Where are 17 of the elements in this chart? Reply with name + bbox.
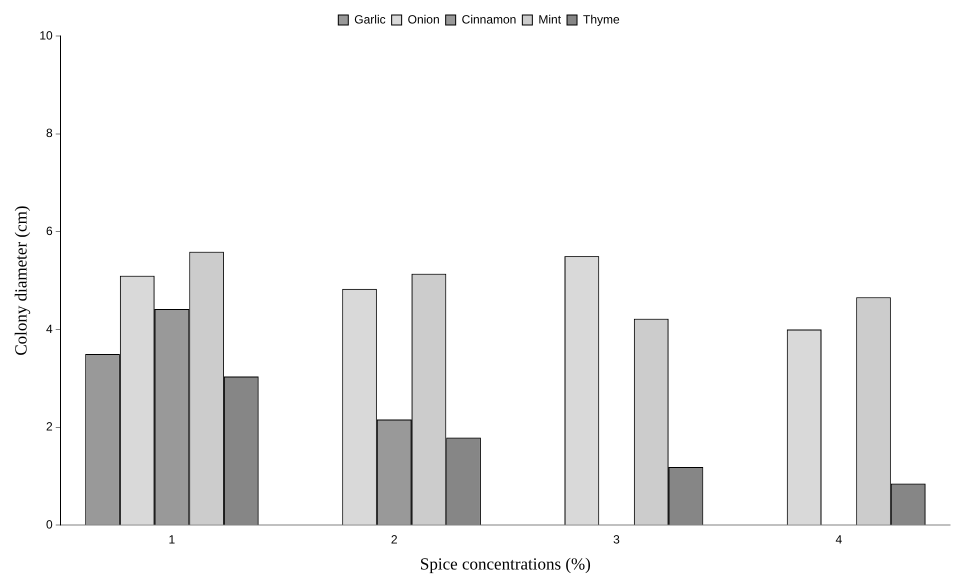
- y-tick-label: 2: [46, 420, 54, 434]
- y-tick-label: 8: [46, 126, 54, 140]
- x-tick-label: 2: [390, 532, 398, 547]
- legend-label: Onion: [408, 12, 440, 26]
- legend-label: Thyme: [583, 12, 620, 26]
- y-axis-title: Colony diameter (cm): [12, 206, 31, 356]
- x-tick-label: 1: [168, 532, 176, 547]
- x-tick-label: 4: [836, 532, 842, 547]
- legend-label: Cinnamon: [462, 12, 516, 26]
- legend-label: Mint: [538, 12, 562, 26]
- y-tick-label: 10: [39, 28, 54, 42]
- x-axis-title: Spice concentrations (%): [420, 554, 591, 574]
- legend-label: Garlic: [354, 12, 386, 26]
- x-tick-label: 3: [613, 532, 620, 547]
- y-tick-label: 0: [46, 518, 54, 532]
- y-tick-label: 4: [46, 322, 54, 336]
- y-tick-label: 6: [46, 224, 54, 238]
